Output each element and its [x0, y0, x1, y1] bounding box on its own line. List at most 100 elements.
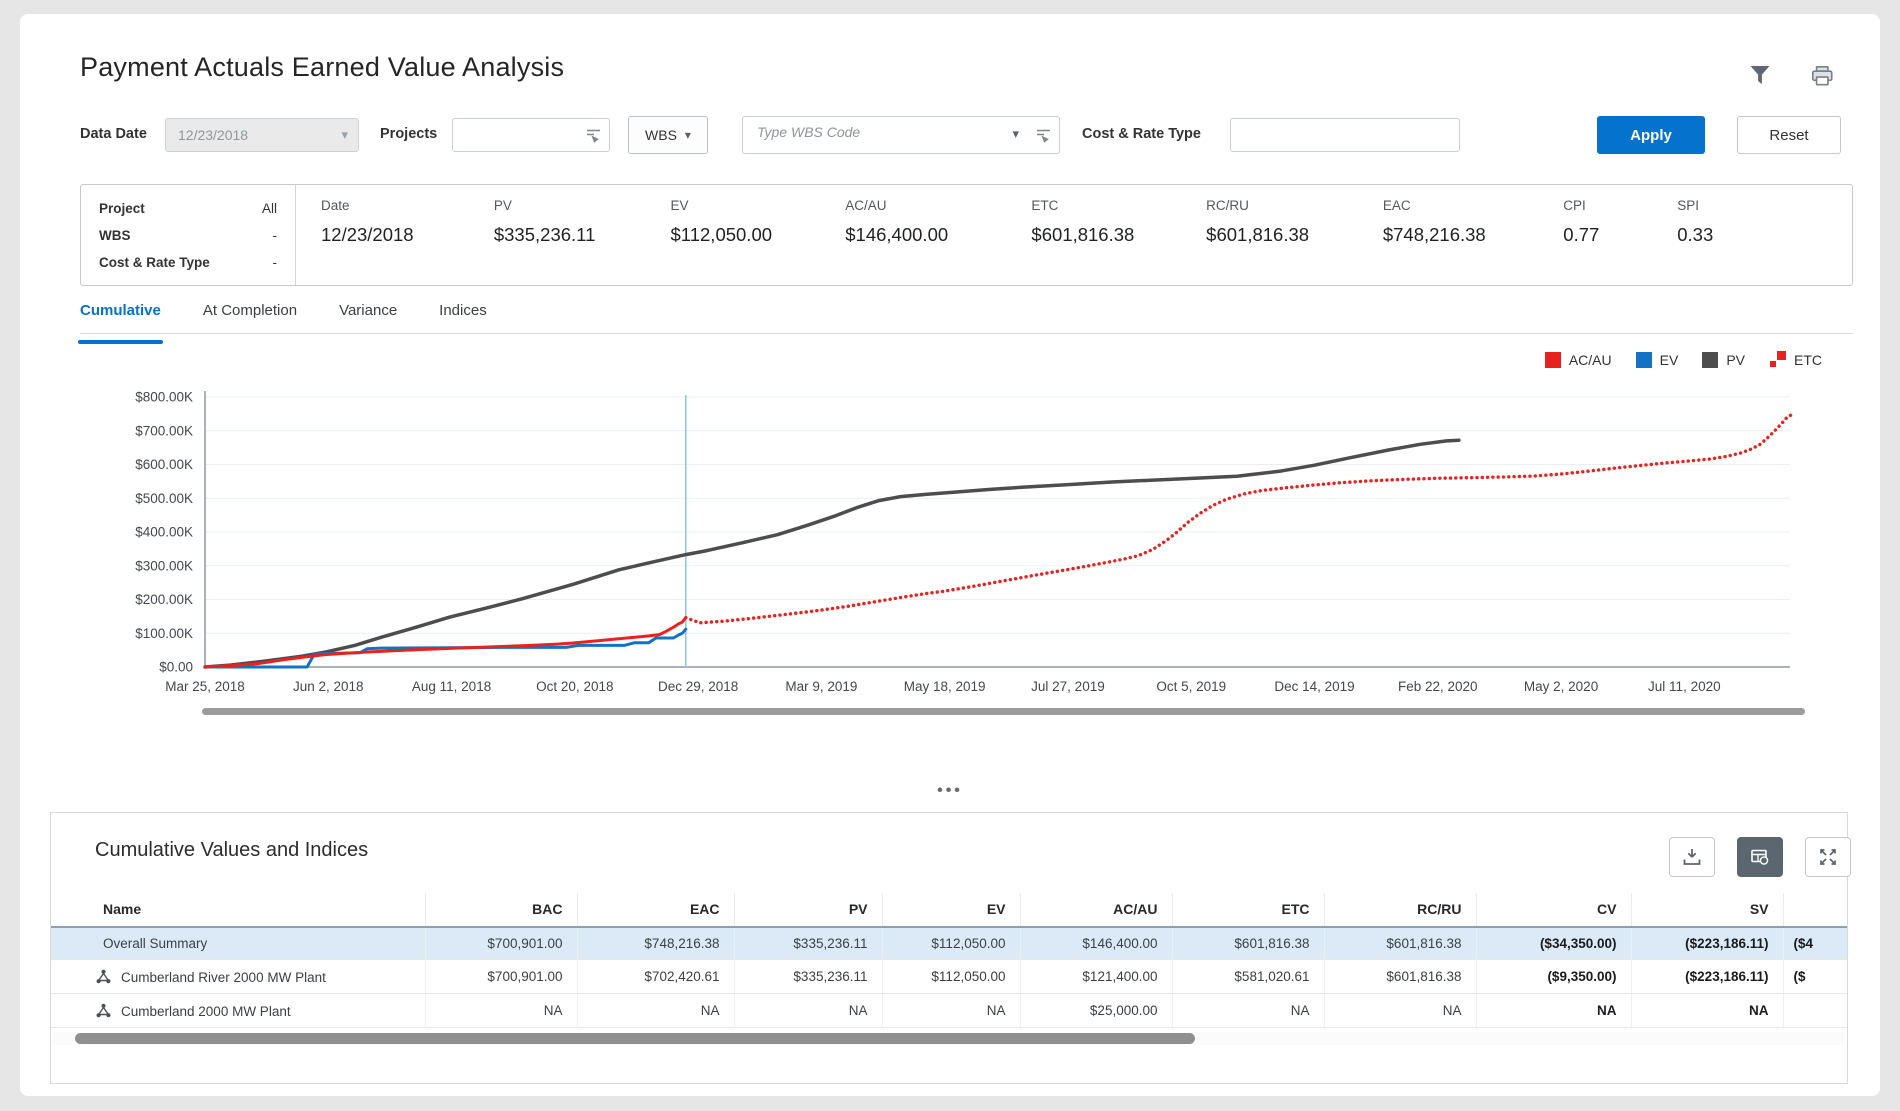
legend-item-ac-au[interactable]: AC/AU: [1544, 351, 1612, 368]
scope-label: Cost & Rate Type: [99, 255, 210, 270]
expand-button[interactable]: [1805, 837, 1851, 877]
row-value-cell: ($223,186.11): [1631, 959, 1784, 994]
metric-label: EV: [670, 198, 689, 213]
svg-text:Oct 20, 2018: Oct 20, 2018: [536, 679, 613, 694]
panel-splitter-handle[interactable]: •••: [937, 782, 963, 799]
col-header-ac-au[interactable]: AC/AU: [1020, 893, 1173, 928]
row-value-cell: $335,236.11: [734, 959, 883, 994]
data-date-field[interactable]: 12/23/2018 ▾: [165, 118, 359, 152]
svg-text:$500.00K: $500.00K: [135, 491, 193, 506]
values-grid: Name BAC EAC PV EV AC/AU ETC RC/RU CV SV Overall …: [51, 893, 1847, 1028]
scope-value: -: [272, 228, 278, 243]
summary-metric-eac: EAC $748,216.38: [1383, 198, 1563, 246]
summary-metrics: Date 12/23/2018 PV $335,236.11 EV $112,050.00…: [321, 198, 1852, 246]
summary-metric-cpi: CPI 0.77: [1563, 198, 1677, 246]
printer-icon: [1811, 65, 1833, 86]
row-value-cell: $601,816.38: [1324, 927, 1477, 960]
col-header-pv[interactable]: PV: [734, 893, 883, 928]
svg-text:Mar 9, 2019: Mar 9, 2019: [785, 679, 857, 694]
page-title: Payment Actuals Earned Value Analysis: [80, 52, 565, 82]
row-value-cell: $601,816.38: [1324, 959, 1477, 994]
svg-text:$200.00K: $200.00K: [135, 592, 193, 607]
svg-text:Jun 2, 2018: Jun 2, 2018: [293, 679, 364, 694]
row-name: Cumberland 2000 MW Plant: [121, 1004, 291, 1019]
table-row[interactable]: Cumberland River 2000 MW Plant $700,901.0…: [51, 959, 1847, 994]
legend-item-ev[interactable]: EV: [1635, 351, 1678, 368]
row-value-cell: NA: [734, 993, 883, 1028]
svg-text:Jul 27, 2019: Jul 27, 2019: [1031, 679, 1105, 694]
summary-strip: Project All WBS - Cost & Rate Type - Date 12/2…: [80, 184, 1853, 286]
row-value-cell: ($223,186.11): [1631, 927, 1784, 960]
legend-swatch-dotted-icon: [1769, 351, 1786, 368]
select-list-icon[interactable]: [585, 127, 602, 147]
series-pv: [203, 438, 1461, 669]
row-name: Cumberland River 2000 MW Plant: [121, 970, 326, 985]
svg-text:Jul 11, 2020: Jul 11, 2020: [1648, 679, 1721, 694]
row-value-cell: $700,901.00: [425, 959, 578, 994]
row-value-cell: $702,420.61: [577, 959, 735, 994]
row-value-cell: $335,236.11: [734, 927, 883, 960]
legend-label: ETC: [1794, 351, 1822, 368]
metric-value: $601,816.38: [1206, 224, 1310, 245]
row-value-cell: $25,000.00: [1020, 993, 1173, 1028]
summary-scope: Project All WBS - Cost & Rate Type -: [81, 185, 296, 285]
row-name: Overall Summary: [103, 936, 208, 951]
wbs-code-input[interactable]: [755, 123, 979, 141]
chart-time-scrollbar[interactable]: [202, 708, 1805, 715]
horizontal-scrollbar-thumb[interactable]: [75, 1033, 1195, 1044]
projects-input[interactable]: [461, 123, 575, 141]
table-row[interactable]: Overall Summary $700,901.00 $748,216.38 $33…: [51, 927, 1847, 960]
col-header-bac[interactable]: BAC: [425, 893, 578, 928]
tab-cumulative[interactable]: Cumulative: [78, 300, 163, 344]
row-value-cell: $700,901.00: [425, 927, 578, 960]
col-header-name[interactable]: Name: [51, 893, 426, 928]
wbs-dropdown-label: WBS: [645, 127, 677, 143]
col-header-ev[interactable]: EV: [882, 893, 1021, 928]
svg-text:May 2, 2020: May 2, 2020: [1524, 679, 1598, 694]
tab-bar: Cumulative At Completion Variance Indices: [78, 300, 1853, 344]
tab-at-completion[interactable]: At Completion: [202, 302, 298, 319]
legend-item-pv[interactable]: PV: [1702, 351, 1745, 368]
export-icon: [1683, 849, 1701, 865]
metric-value: 0.77: [1563, 224, 1600, 245]
legend-item-etc[interactable]: ETC: [1769, 351, 1822, 368]
summary-metric-date: Date 12/23/2018: [321, 198, 494, 246]
row-value-cell: $112,050.00: [882, 927, 1021, 960]
main-card: Payment Actuals Earned Value Analysis Da…: [20, 14, 1880, 1096]
svg-text:Oct 5, 2019: Oct 5, 2019: [1156, 679, 1226, 694]
col-header-cv[interactable]: CV: [1476, 893, 1632, 928]
svg-text:$100.00K: $100.00K: [135, 626, 193, 641]
summary-metric-spi: SPI 0.33: [1677, 198, 1852, 246]
col-header-sv[interactable]: SV: [1631, 893, 1784, 928]
scope-label: Project: [99, 201, 145, 216]
row-value-cell: NA: [425, 993, 578, 1028]
row-value-cell: ($9,350.00): [1476, 959, 1632, 994]
col-header-eac[interactable]: EAC: [577, 893, 735, 928]
filter-button[interactable]: [1742, 58, 1778, 94]
ev-chart-svg: $0.00 $100.00K $200.00K $300.00K $400.00K $50…: [135, 390, 1805, 715]
tab-variance[interactable]: Variance: [339, 302, 398, 319]
chevron-down-icon[interactable]: ▾: [1012, 126, 1019, 141]
table-row[interactable]: Cumberland 2000 MW Plant NA NA NA NA $25,000.…: [51, 993, 1847, 1028]
metric-label: RC/RU: [1206, 198, 1249, 213]
select-list-icon[interactable]: [1035, 127, 1052, 149]
projects-label: Projects: [380, 126, 438, 142]
grid-settings-button[interactable]: [1737, 837, 1783, 877]
reset-button[interactable]: Reset: [1737, 116, 1841, 154]
apply-button[interactable]: Apply: [1597, 116, 1705, 154]
grid-settings-icon: [1751, 849, 1769, 865]
print-button[interactable]: [1804, 58, 1840, 94]
col-header-rc-ru[interactable]: RC/RU: [1324, 893, 1477, 928]
col-header-etc[interactable]: ETC: [1172, 893, 1325, 928]
export-button[interactable]: [1669, 837, 1715, 877]
summary-metric-rc-ru: RC/RU $601,816.38: [1206, 198, 1383, 246]
tab-indices[interactable]: Indices: [439, 302, 487, 319]
summary-metric-etc: ETC $601,816.38: [1031, 198, 1206, 246]
cost-rate-type-input[interactable]: [1239, 123, 1457, 141]
wbs-dropdown-button[interactable]: WBS ▾: [628, 116, 708, 154]
grid-header-row: Name BAC EAC PV EV AC/AU ETC RC/RU CV SV: [51, 893, 1847, 928]
row-name-cell: Cumberland 2000 MW Plant: [51, 993, 426, 1028]
col-header-overflow[interactable]: [1783, 893, 1847, 928]
svg-text:May 18, 2019: May 18, 2019: [904, 679, 986, 694]
series-etc: [684, 412, 1794, 625]
